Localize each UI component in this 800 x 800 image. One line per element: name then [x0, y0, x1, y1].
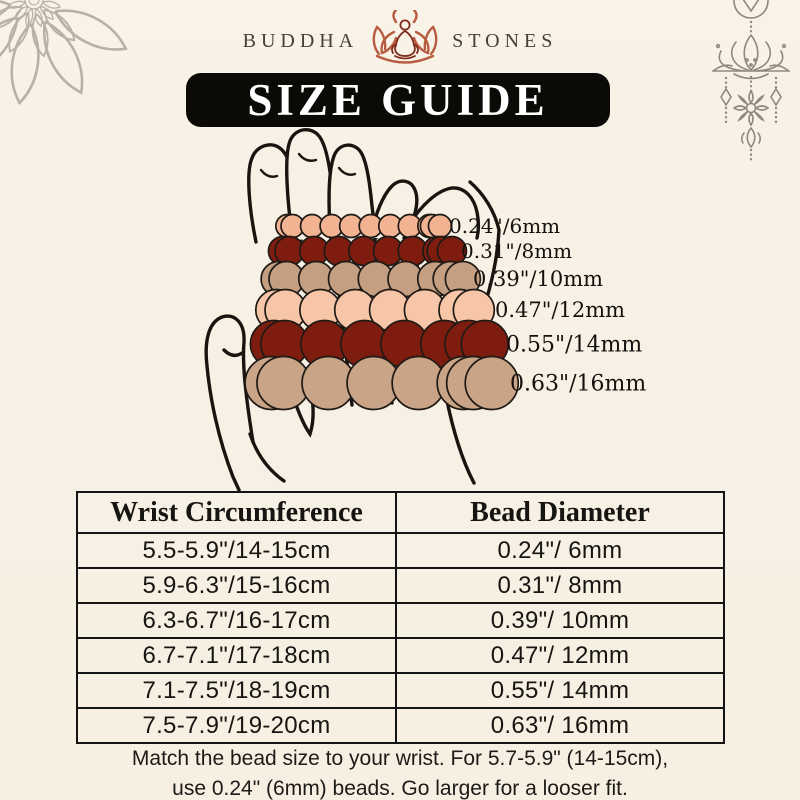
footnote-line-1: Match the bead size to your wrist. For 5… — [131, 747, 669, 770]
lotus-meditation-icon — [372, 10, 438, 64]
bead-size-label: 0.39"/10mm — [473, 267, 603, 291]
bead-size-label: 0.47"/12mm — [495, 298, 625, 322]
brand-name-left: BUDDHA — [242, 29, 359, 52]
table-row: 5.5-5.9"/14-15cm 0.24"/ 6mm — [76, 532, 726, 569]
wrist-circumference-cell: 6.3-6.7"/16-17cm — [76, 602, 397, 639]
bead-diameter-cell: 0.63"/ 16mm — [394, 707, 726, 744]
wrist-circumference-cell: 6.7-7.1"/17-18cm — [76, 637, 397, 674]
bead-size-label: 0.63"/16mm — [510, 371, 646, 396]
table-row: 7.1-7.5"/18-19cm 0.55"/ 14mm — [76, 672, 726, 709]
bead-size-label: 0.24"/6mm — [449, 214, 560, 238]
size-table: Wrist Circumference Bead Diameter 5.5-5.9… — [76, 491, 726, 744]
brand-logo: BUDDHA — [0, 10, 800, 72]
bead-row-6: 0.63"/16mm — [244, 355, 646, 411]
size-table-body: 5.5-5.9"/14-15cm 0.24"/ 6mm 5.9-6.3"/15-16… — [76, 532, 726, 744]
table-header-1: Bead Diameter — [394, 491, 726, 534]
bead-diameter-cell: 0.31"/ 8mm — [394, 567, 726, 604]
footnote: Match the bead size to your wrist. For 5… — [0, 744, 800, 800]
hanging-lotus-icon — [712, 0, 790, 162]
bead-size-label: 0.55"/14mm — [506, 332, 642, 357]
brand-name-right: STONES — [452, 29, 558, 52]
bead-diameter-cell: 0.39"/ 10mm — [394, 602, 726, 639]
table-row: 7.5-7.9"/19-20cm 0.63"/ 16mm — [76, 707, 726, 744]
table-header-0: Wrist Circumference — [76, 491, 397, 534]
bead-diameter-cell: 0.24"/ 6mm — [394, 532, 726, 569]
bead-size-label: 0.31"/8mm — [461, 239, 572, 263]
banner-title: SIZE GUIDE — [247, 75, 549, 125]
wrist-circumference-cell: 7.5-7.9"/19-20cm — [76, 707, 397, 744]
mandala-flower-icon — [0, 0, 134, 107]
wrist-circumference-cell: 5.9-6.3"/15-16cm — [76, 567, 397, 604]
bead-row-5: 0.55"/14mm — [249, 319, 642, 369]
table-row: 5.9-6.3"/15-16cm 0.31"/ 8mm — [76, 567, 726, 604]
size-guide-banner: SIZE GUIDE — [186, 73, 610, 127]
table-row: 6.7-7.1"/17-18cm 0.47"/ 12mm — [76, 637, 726, 674]
bead-row-1: 0.24"/6mm — [274, 213, 560, 239]
table-row: 6.3-6.7"/16-17cm 0.39"/ 10mm — [76, 602, 726, 639]
bead-diameter-cell: 0.55"/ 14mm — [394, 672, 726, 709]
bead-row-3: 0.39"/10mm — [260, 260, 603, 298]
wrist-circumference-cell: 5.5-5.9"/14-15cm — [76, 532, 397, 569]
size-table-header: Wrist Circumference Bead Diameter — [76, 491, 726, 534]
footnote-line-2: use 0.24" (6mm) beads. Go larger for a l… — [172, 776, 628, 800]
bead-diameter-cell: 0.47"/ 12mm — [394, 637, 726, 674]
wrist-circumference-cell: 7.1-7.5"/18-19cm — [76, 672, 397, 709]
